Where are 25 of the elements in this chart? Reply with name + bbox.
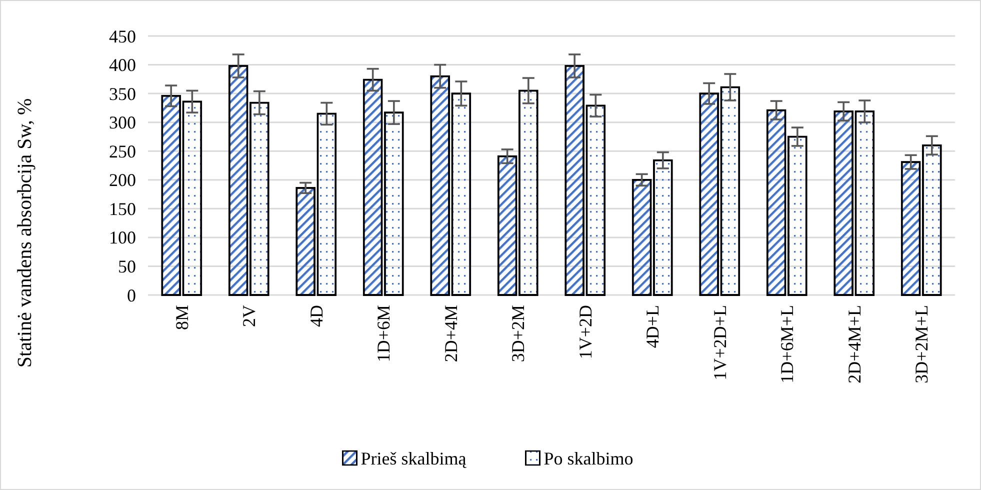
y-tick-label: 100 — [109, 228, 136, 248]
x-tick-label: 1V+2D+L — [710, 305, 730, 380]
legend-label: Prieš skalbimą — [360, 448, 468, 468]
x-tick-label: 2V — [239, 305, 260, 327]
x-tick-label: 3D+2M — [508, 305, 528, 362]
y-tick-label: 300 — [109, 112, 136, 133]
y-tick-label: 50 — [118, 256, 136, 277]
y-tick-label: 150 — [109, 198, 136, 219]
y-tick-label: 200 — [109, 170, 136, 190]
x-tick-label: 3D+2M+L — [912, 305, 932, 384]
legend-label: Po skalbimo — [544, 448, 634, 468]
x-tick-label: 4D — [306, 305, 326, 327]
x-tick-label: 1D+6M+L — [777, 305, 798, 384]
y-tick-label: 350 — [109, 84, 136, 104]
x-tick-label: 4D+L — [642, 305, 663, 348]
y-tick-label: 450 — [109, 26, 136, 46]
x-tick-label: 1V+2D — [575, 305, 596, 360]
y-tick-label: 0 — [127, 285, 136, 306]
x-tick-label: 2D+4M — [440, 305, 461, 362]
x-tick-label: 8M — [172, 305, 192, 330]
x-tick-label: 1D+6M — [374, 305, 394, 362]
y-tick-label: 400 — [109, 55, 136, 76]
y-axis-title: Statinė vandens absorbcija Sw, % — [14, 98, 36, 368]
y-tick-label: 250 — [109, 141, 136, 162]
x-tick-label: 2D+4M+L — [844, 305, 864, 384]
